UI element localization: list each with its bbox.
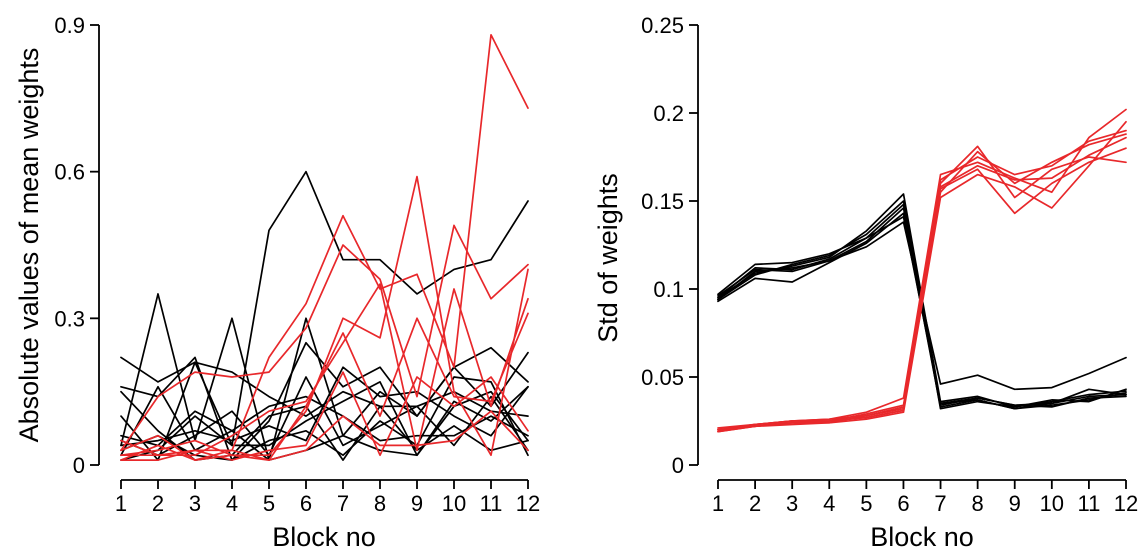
mean-weights-x-tick-label: 10 bbox=[442, 491, 466, 516]
mean-weights-red-series-line bbox=[120, 312, 529, 461]
std-weights-y-ticks: 0 0.05 0.1 0.15 0.2 0.25 bbox=[641, 13, 698, 478]
mean-weights-x-tick-label: 2 bbox=[152, 491, 164, 516]
mean-weights-x-tick-label: 8 bbox=[374, 491, 386, 516]
mean-weights-chart: 00.30.60.9 1 2 3 4 5 6 7 8 9 10 11 12 Block no Abso… bbox=[14, 13, 540, 552]
std-weights-x-tick-label: 5 bbox=[860, 491, 872, 516]
std-weights-chart: 00.050.10.150.20.25 1 2 3 4 5 6 7 8 9 10 11 12 Bloc… bbox=[593, 13, 1138, 552]
std-weights-y-tick-label: 0.1 bbox=[653, 277, 684, 302]
std-weights-y-tick-label: 0.05 bbox=[641, 365, 684, 390]
mean-weights-x-tick-label: 9 bbox=[411, 491, 423, 516]
mean-weights-black-series-line bbox=[120, 366, 529, 447]
mean-weights-y-axis-label: Absolute values of mean weights bbox=[14, 48, 44, 443]
std-weights-y-tick-label: 0.25 bbox=[641, 13, 684, 38]
std-weights-x-tick-label: 9 bbox=[1009, 491, 1021, 516]
mean-weights-y-tick-label: 0.6 bbox=[54, 160, 85, 185]
mean-weights-red-series-line bbox=[120, 410, 529, 461]
std-weights-x-tick-label: 8 bbox=[972, 491, 984, 516]
std-weights-series-group bbox=[717, 108, 1127, 433]
mean-weights-y-tick-label: 0 bbox=[73, 453, 85, 478]
mean-weights-x-axis-label: Block no bbox=[272, 522, 376, 552]
std-weights-x-ticks: 1 2 3 4 5 6 7 8 9 10 11 12 bbox=[712, 480, 1138, 516]
std-weights-x-tick-label: 1 bbox=[712, 491, 724, 516]
mean-weights-black-series-line bbox=[120, 170, 529, 447]
std-weights-x-tick-label: 6 bbox=[897, 491, 909, 516]
std-weights-x-tick-label: 11 bbox=[1077, 491, 1100, 516]
std-weights-y-tick-label: 0 bbox=[672, 453, 684, 478]
mean-weights-red-series-line bbox=[120, 371, 529, 461]
std-weights-x-tick-label: 2 bbox=[749, 491, 761, 516]
mean-weights-y-ticks: 0 0.3 0.6 0.9 bbox=[54, 13, 99, 478]
mean-weights-red-series-line bbox=[120, 224, 529, 452]
mean-weights-x-tick-label: 11 bbox=[480, 491, 503, 516]
std-weights-x-tick-label: 10 bbox=[1040, 491, 1064, 516]
std-weights-red-series-line bbox=[717, 136, 1127, 431]
std-weights-black-series-line bbox=[717, 215, 1127, 410]
mean-weights-y-tick-label: 0.3 bbox=[54, 306, 85, 331]
std-weights-y-tick-label: 0.2 bbox=[653, 101, 684, 126]
std-weights-x-tick-label: 4 bbox=[823, 491, 835, 516]
mean-weights-x-tick-label: 6 bbox=[300, 491, 312, 516]
mean-weights-y-tick-label: 0.9 bbox=[54, 13, 85, 38]
mean-weights-x-tick-label: 7 bbox=[337, 491, 349, 516]
mean-weights-x-tick-label: 5 bbox=[263, 491, 275, 516]
mean-weights-x-tick-label: 12 bbox=[516, 491, 540, 516]
mean-weights-black-series-line bbox=[120, 385, 529, 461]
std-weights-y-tick-label: 0.15 bbox=[641, 189, 684, 214]
mean-weights-red-series-line bbox=[120, 175, 529, 457]
std-weights-x-tick-label: 7 bbox=[934, 491, 946, 516]
mean-weights-x-tick-label: 4 bbox=[226, 491, 238, 516]
std-weights-y-axis-label: Std of weights bbox=[593, 173, 623, 343]
mean-weights-x-tick-label: 3 bbox=[189, 491, 201, 516]
mean-weights-series-group bbox=[120, 33, 529, 461]
std-weights-red-series-line bbox=[717, 129, 1127, 429]
mean-weights-x-ticks: 1 2 3 4 5 6 7 8 9 10 11 12 bbox=[115, 480, 540, 516]
std-weights-red-series-line bbox=[717, 120, 1127, 433]
mean-weights-x-tick-label: 1 bbox=[115, 491, 127, 516]
std-weights-x-axis-label: Block no bbox=[870, 522, 974, 552]
std-weights-x-tick-label: 3 bbox=[786, 491, 798, 516]
std-weights-x-tick-label: 12 bbox=[1114, 491, 1138, 516]
